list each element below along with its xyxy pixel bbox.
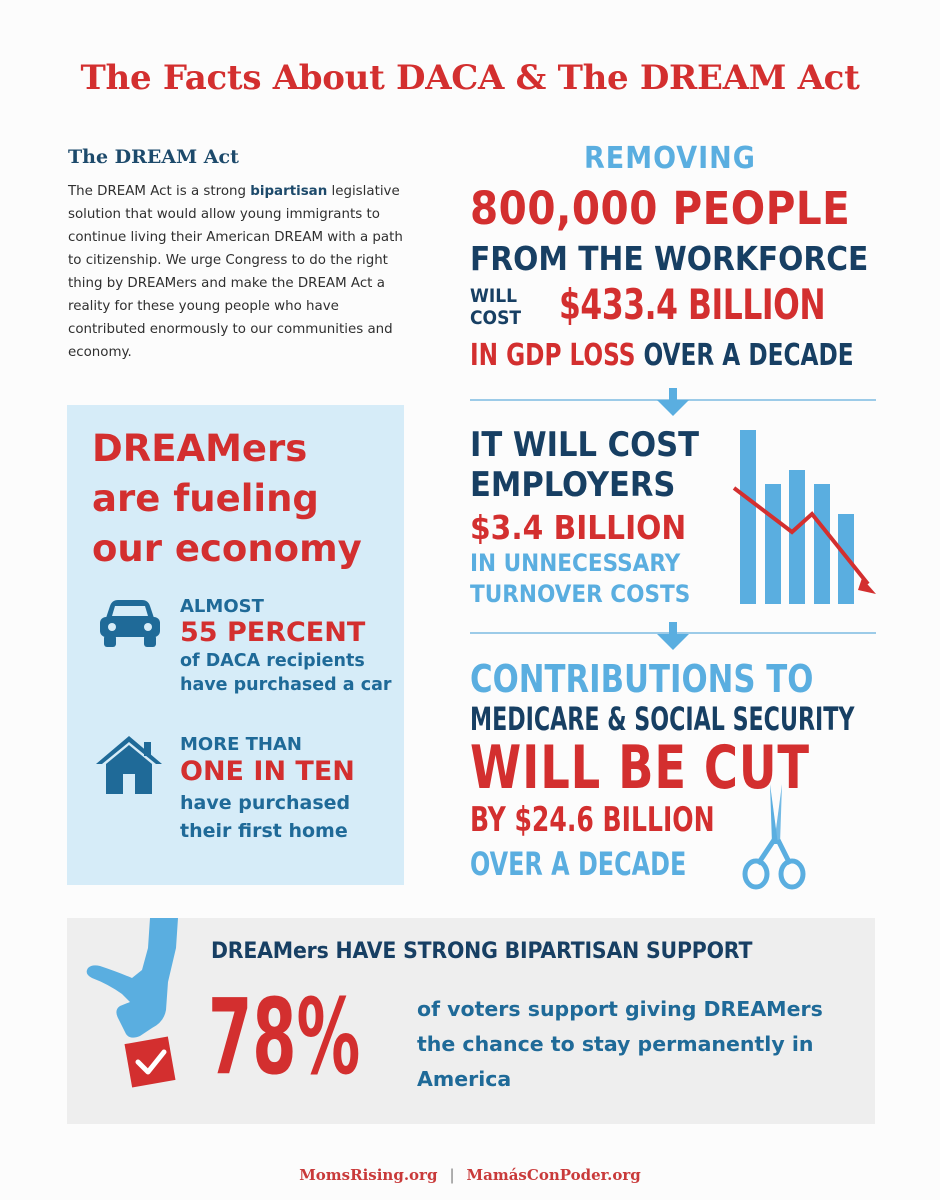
workforce-line-1: REMOVING: [584, 141, 756, 176]
workforce-amount: $433.4 BILLION: [559, 280, 826, 329]
footer-link-mamasconpoder[interactable]: MamásConPoder.org: [466, 1166, 641, 1184]
down-arrow-stem: [669, 622, 677, 636]
economy-headline-line-1: DREAMers: [92, 427, 308, 470]
contributions-line-1: CONTRIBUTIONS TO: [470, 657, 814, 701]
car-stat-line-1: ALMOST: [180, 596, 264, 617]
home-stat-line-3: have purchased: [180, 792, 351, 814]
contributions-line-3: WILL BE CUT: [470, 733, 810, 803]
workforce-gdp-navy: OVER A DECADE: [643, 338, 854, 373]
employers-line-5: TURNOVER COSTS: [470, 580, 691, 608]
employers-line-1: IT WILL COST: [470, 425, 699, 465]
economy-headline: DREAMers are fueling our economy: [92, 424, 362, 574]
home-stat: MORE THAN ONE IN TEN have purchased thei…: [180, 734, 355, 845]
workforce-line-3: FROM THE WORKFORCE: [470, 239, 869, 278]
dream-act-heading: The DREAM Act: [68, 146, 239, 168]
contributions-line-5: OVER A DECADE: [470, 845, 687, 883]
dream-act-body-post: legislative solution that would allow yo…: [68, 184, 403, 360]
down-arrow-icon: [657, 634, 689, 650]
home-stat-line-4: their first home: [180, 820, 348, 842]
contributions-line-2: MEDICARE & SOCIAL SECURITY: [470, 700, 855, 738]
workforce-gdp-red: IN GDP LOSS: [470, 338, 636, 373]
car-stat-line-3: of DACA recipients: [180, 651, 365, 671]
support-heading: DREAMers HAVE STRONG BIPARTISAN SUPPORT: [211, 939, 753, 964]
support-percent: 78%: [208, 976, 361, 1098]
workforce-will-cost: WILL COST: [470, 285, 521, 329]
economy-box: [67, 405, 404, 885]
dream-act-body: The DREAM Act is a strong bipartisan leg…: [68, 180, 418, 364]
car-stat: ALMOST 55 PERCENT of DACA recipients hav…: [180, 596, 392, 697]
workforce-gdp: IN GDP LOSS OVER A DECADE: [470, 338, 854, 373]
hand-ballot-icon: [82, 918, 202, 1112]
down-arrow-stem: [669, 388, 677, 402]
declining-bar-chart-icon: [730, 428, 880, 612]
car-stat-line-4: have purchased a car: [180, 675, 392, 695]
dream-act-body-bold: bipartisan: [250, 184, 328, 199]
footer-link-momsrising[interactable]: MomsRising.org: [299, 1166, 438, 1184]
economy-headline-line-3: our economy: [92, 527, 362, 570]
economy-headline-line-2: are fueling: [92, 477, 319, 520]
employers-line-3: $3.4 BILLION: [470, 508, 687, 547]
workforce-will: WILL: [470, 285, 517, 307]
workforce-cost: COST: [470, 307, 522, 329]
scissors-icon: [738, 780, 808, 896]
footer: MomsRising.org | MamásConPoder.org: [0, 1166, 940, 1184]
house-icon: [94, 734, 164, 800]
car-stat-line-2: 55 PERCENT: [180, 617, 366, 648]
down-arrow-icon: [657, 400, 689, 416]
employers-line-4: IN UNNECESSARY: [470, 549, 681, 577]
footer-separator: |: [449, 1166, 455, 1184]
support-text: of voters support giving DREAMers the ch…: [417, 997, 823, 1091]
home-stat-line-2: ONE IN TEN: [180, 756, 355, 787]
page-title: The Facts About DACA & The DREAM Act: [80, 58, 860, 98]
employers-line-2: EMPLOYERS: [470, 465, 676, 505]
home-stat-line-1: MORE THAN: [180, 734, 302, 755]
contributions-line-4: BY $24.6 BILLION: [470, 800, 715, 840]
dream-act-body-pre: The DREAM Act is a strong: [68, 184, 251, 199]
car-icon: [96, 596, 164, 656]
workforce-line-2: 800,000 PEOPLE: [470, 182, 851, 235]
support-box: [67, 918, 875, 1124]
